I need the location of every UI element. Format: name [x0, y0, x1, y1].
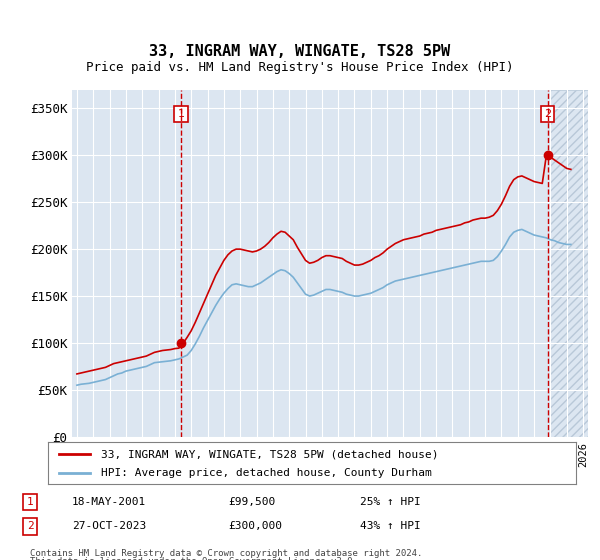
- Text: HPI: Average price, detached house, County Durham: HPI: Average price, detached house, Coun…: [101, 468, 431, 478]
- Bar: [550, 90, 591, 437]
- Text: Contains HM Land Registry data © Crown copyright and database right 2024.: Contains HM Land Registry data © Crown c…: [30, 549, 422, 558]
- Text: 18-MAY-2001: 18-MAY-2001: [72, 497, 146, 507]
- Text: 33, INGRAM WAY, WINGATE, TS28 5PW (detached house): 33, INGRAM WAY, WINGATE, TS28 5PW (detac…: [101, 449, 438, 459]
- Text: 25% ↑ HPI: 25% ↑ HPI: [360, 497, 421, 507]
- Text: 1: 1: [178, 109, 185, 119]
- Text: Price paid vs. HM Land Registry's House Price Index (HPI): Price paid vs. HM Land Registry's House …: [86, 61, 514, 74]
- Text: £300,000: £300,000: [228, 521, 282, 531]
- Text: 1: 1: [26, 497, 34, 507]
- Text: 2: 2: [26, 521, 34, 531]
- Text: £99,500: £99,500: [228, 497, 275, 507]
- Text: This data is licensed under the Open Government Licence v3.0.: This data is licensed under the Open Gov…: [30, 558, 358, 560]
- Text: 2: 2: [544, 109, 551, 119]
- Text: 27-OCT-2023: 27-OCT-2023: [72, 521, 146, 531]
- Text: 43% ↑ HPI: 43% ↑ HPI: [360, 521, 421, 531]
- Text: 33, INGRAM WAY, WINGATE, TS28 5PW: 33, INGRAM WAY, WINGATE, TS28 5PW: [149, 44, 451, 59]
- Bar: [550, 90, 591, 437]
